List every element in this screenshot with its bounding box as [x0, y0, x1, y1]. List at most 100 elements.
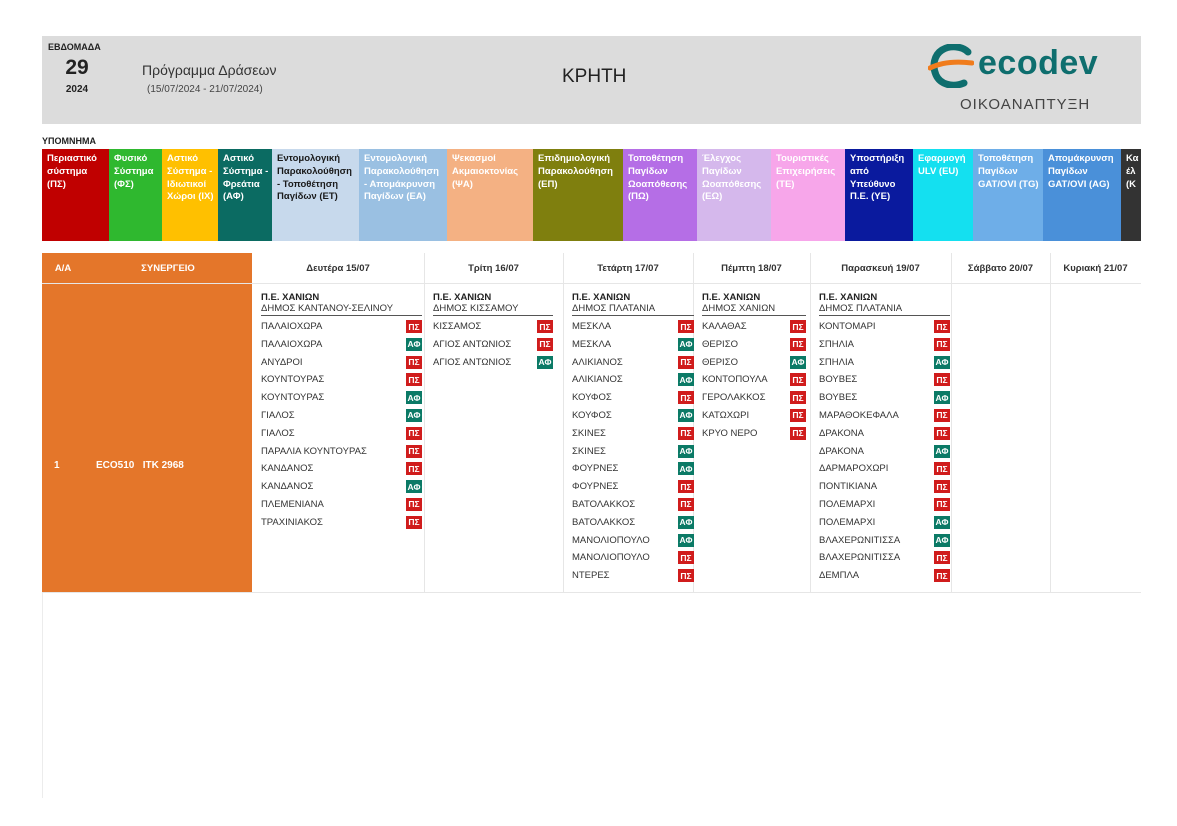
activity-entry: ΠΑΛΑΙΟΧΩΡΑ ΑΦ: [261, 337, 422, 356]
day-header: Κυριακή 21/07: [1050, 253, 1141, 284]
activity-entry: ΑΛΙΚΙΑΝΟΣ ΠΣ: [572, 355, 694, 374]
activity-entry: ΚΑΝΔΑΝΟΣ ΠΣ: [261, 462, 422, 480]
activity-entry: ΑΛΙΚΙΑΝΟΣ ΑΦ: [572, 373, 694, 391]
activity-code-badge: ΠΣ: [934, 408, 950, 422]
synergeio-cell: ECO510 ΙΤΚ 2968: [84, 284, 252, 593]
day-column: Παρασκευή 19/07 Π.Ε. ΧΑΝΙΩΝ ΔΗΜΟΣ ΠΛΑΤΑΝΙΑ…: [810, 253, 952, 593]
legend-item: Αστικό Σύστημα - Ιδιωτικοί Χώροι (ΙΧ): [162, 149, 218, 241]
activity-entry: ΔΡΑΚΟΝΑ ΠΣ: [819, 426, 950, 445]
place-name: ΠΑΛΑΙΟΧΩΡΑ: [261, 338, 323, 350]
place-name: ΒΟΥΒΕΣ: [819, 392, 858, 404]
activity-entry: ΚΑΤΩΧΩΡΙ ΠΣ: [702, 408, 806, 427]
dimos-name: ΔΗΜΟΣ ΚΙΣΣΑΜΟΥ: [433, 303, 553, 316]
activity-code-badge: ΑΦ: [790, 355, 806, 369]
activity-entry: ΘΕΡΙΣΟ ΠΣ: [702, 337, 806, 356]
day-cell: Π.Ε. ΧΑΝΙΩΝ ΔΗΜΟΣ ΠΛΑΤΑΝΙΑ ΜΕΣΚΛΑ ΠΣ ΜΕΣΚΛΑ Α…: [563, 284, 694, 593]
place-name: ΣΠΗΛΙΑ: [819, 356, 854, 368]
activity-entry: ΜΑΡΑΘΟΚΕΦΑΛΑ ΠΣ: [819, 408, 950, 427]
activity-entry: ΓΙΑΛΟΣ ΑΦ: [261, 408, 422, 427]
place-name: ΒΑΤΟΛΑΚΚΟΣ: [572, 516, 636, 528]
activity-code-badge: ΠΣ: [537, 337, 553, 351]
place-name: ΚΟΥΝΤΟΥΡΑΣ: [261, 374, 325, 386]
place-name: ΑΛΙΚΙΑΝΟΣ: [572, 374, 623, 386]
program-title: Πρόγραμμα Δράσεων: [142, 62, 277, 78]
day-column: Τρίτη 16/07 Π.Ε. ΧΑΝΙΩΝ ΔΗΜΟΣ ΚΙΣΣΑΜΟΥ ΚΙΣΣ…: [424, 253, 564, 593]
place-name: ΚΑΤΩΧΩΡΙ: [702, 409, 750, 421]
legend-item: Υποστήριξη από Υπεύθυνο Π.Ε. (ΥΕ): [845, 149, 913, 241]
activity-entry: ΣΠΗΛΙΑ ΠΣ: [819, 337, 950, 356]
activity-entry: ΠΑΡΑΛΙΑ ΚΟΥΝΤΟΥΡΑΣ ΠΣ: [261, 444, 422, 463]
legend-item: Απομάκρυνση Παγίδων GAT/OVI (AG): [1043, 149, 1121, 241]
ecodev-logo: ecodev ΟΙΚΟΑΝΑΠΤΥΞΗ: [928, 42, 1134, 120]
dimos-name: ΔΗΜΟΣ ΧΑΝΙΩΝ: [702, 303, 806, 316]
program-date-range: (15/07/2024 - 21/07/2024): [147, 84, 263, 95]
activity-entry: ΠΑΛΑΙΟΧΩΡΑ ΠΣ: [261, 320, 422, 338]
activity-code-badge: ΠΣ: [934, 337, 950, 351]
aa-header: Α/Α: [42, 253, 84, 284]
place-name: ΚΑΝΔΑΝΟΣ: [261, 481, 314, 493]
legend-title: ΥΠΟΜΝΗΜΑ: [42, 136, 96, 146]
activity-entry: ΚΑΝΔΑΝΟΣ ΑΦ: [261, 480, 422, 498]
activity-entry: ΚΟΥΝΤΟΥΡΑΣ ΠΣ: [261, 373, 422, 391]
activity-code-badge: ΠΣ: [406, 373, 422, 387]
activity-code-badge: ΑΦ: [678, 515, 694, 529]
place-name: ΓΕΡΟΛΑΚΚΟΣ: [702, 392, 766, 404]
activity-code-badge: ΠΣ: [790, 337, 806, 351]
place-name: ΝΤΕΡΕΣ: [572, 570, 610, 582]
row-divider: [42, 592, 1141, 593]
place-name: ΜΑΝΟΛΙΟΠΟΥΛΟ: [572, 552, 650, 564]
synergeio-header: ΣΥΝΕΡΓΕΙΟ: [84, 253, 252, 284]
activity-entry: ΑΓΙΟΣ ΑΝΤΩΝΙΟΣ ΠΣ: [433, 337, 553, 356]
week-number: 29: [65, 56, 89, 79]
activity-entry: ΚΟΥΦΟΣ ΑΦ: [572, 408, 694, 427]
place-name: ΣΚΙΝΕΣ: [572, 427, 606, 439]
activity-code-badge: ΠΣ: [406, 462, 422, 476]
activity-code-badge: ΑΦ: [406, 408, 422, 422]
activity-code-badge: ΠΣ: [934, 320, 950, 333]
day-cell: Π.Ε. ΧΑΝΙΩΝ ΔΗΜΟΣ ΠΛΑΤΑΝΙΑ ΚΟΝΤΟΜΑΡΙ ΠΣ ΣΠΗΛ…: [810, 284, 951, 593]
place-name: ΚΟΥΦΟΣ: [572, 392, 612, 404]
activity-code-badge: ΑΦ: [934, 444, 950, 458]
activity-code-badge: ΠΣ: [790, 426, 806, 440]
activity-code-badge: ΠΣ: [678, 497, 694, 511]
activity-entry: ΔΑΡΜΑΡΟΧΩΡΙ ΠΣ: [819, 462, 950, 480]
ecodev-e-icon: [928, 44, 974, 88]
dimos-name: ΔΗΜΟΣ ΠΛΑΤΑΝΙΑ: [572, 303, 694, 316]
activity-code-badge: ΑΦ: [678, 462, 694, 476]
place-name: ΠΟΝΤΙΚΙΑΝΑ: [819, 481, 878, 493]
dimos-name: ΔΗΜΟΣ ΠΛΑΤΑΝΙΑ: [819, 303, 950, 316]
legend-item: Φυσικό Σύστημα (ΦΣ): [109, 149, 162, 241]
legend-item: Αστικό Σύστημα - Φρεάτια (ΑΦ): [218, 149, 272, 241]
place-name: ΠΟΛΕΜΑΡΧΙ: [819, 516, 876, 528]
place-name: ΤΡΑΧΙΝΙΑΚΟΣ: [261, 516, 323, 528]
day-activity-block: Π.Ε. ΧΑΝΙΩΝ ΔΗΜΟΣ ΧΑΝΙΩΝ ΚΑΛΑΘΑΣ ΠΣ ΘΕΡΙΣΟ ΠΣ…: [702, 292, 806, 445]
place-name: ΔΑΡΜΑΡΟΧΩΡΙ: [819, 463, 889, 475]
activity-entry: ΒΛΑΧΕΡΩΝΙΤΙΣΣΑ ΑΦ: [819, 533, 950, 552]
legend-item: Έλεγχος Παγίδων Ωοαπόθεσης (ΕΩ): [697, 149, 771, 241]
activity-code-badge: ΑΦ: [406, 391, 422, 405]
place-name: ΣΚΙΝΕΣ: [572, 445, 606, 457]
pe-name: Π.Ε. ΧΑΝΙΩΝ: [572, 292, 631, 303]
day-cell: Π.Ε. ΧΑΝΙΩΝ ΔΗΜΟΣ ΚΙΣΣΑΜΟΥ ΚΙΣΣΑΜΟΣ ΠΣ ΑΓΙΟΣ…: [424, 284, 563, 593]
synergeio-column: ΣΥΝΕΡΓΕΙΟ ECO510 ΙΤΚ 2968: [84, 253, 252, 593]
legend-item: Επιδημιολογική Παρακολούθηση (ΕΠ): [533, 149, 623, 241]
place-name: ΔΕΜΠΛΑ: [819, 570, 860, 582]
place-name: ΠΛΕΜΕΝΙΑΝΑ: [261, 498, 324, 510]
activity-entry: ΠΟΛΕΜΑΡΧΙ ΠΣ: [819, 497, 950, 516]
activity-code-badge: ΑΦ: [406, 337, 422, 351]
day-column: Τετάρτη 17/07 Π.Ε. ΧΑΝΙΩΝ ΔΗΜΟΣ ΠΛΑΤΑΝΙΑ ΜΕ…: [563, 253, 694, 593]
activity-entry: ΚΙΣΣΑΜΟΣ ΠΣ: [433, 320, 553, 338]
activity-entry: ΤΡΑΧΙΝΙΑΚΟΣ ΠΣ: [261, 515, 422, 534]
activity-entry: ΠΟΝΤΙΚΙΑΝΑ ΠΣ: [819, 480, 950, 498]
activity-code-badge: ΠΣ: [790, 391, 806, 405]
day-cell: [1050, 284, 1141, 593]
activity-entry: ΚΟΥΝΤΟΥΡΑΣ ΑΦ: [261, 391, 422, 409]
day-column: Σάββατο 20/07: [951, 253, 1051, 593]
legend-item: Κα έλ (Κ: [1121, 149, 1141, 241]
activity-code-badge: ΠΣ: [934, 480, 950, 494]
activity-entry: ΦΟΥΡΝΕΣ ΠΣ: [572, 480, 694, 498]
legend-bar: Περιαστικό σύστημα (ΠΣ) Φυσικό Σύστημα (Φ…: [42, 149, 1141, 241]
day-header: Πέμπτη 18/07: [693, 253, 810, 284]
legend-item: Τοποθέτηση Παγίδων GAT/OVI (TG): [973, 149, 1043, 241]
place-name: ΣΠΗΛΙΑ: [819, 338, 854, 350]
